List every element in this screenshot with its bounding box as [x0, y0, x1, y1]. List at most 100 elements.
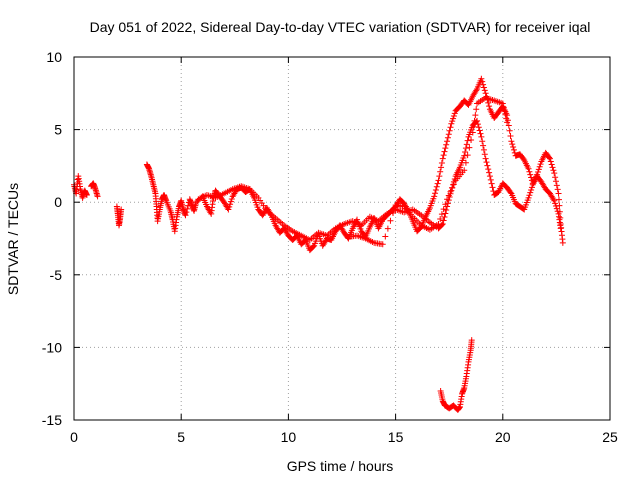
grid-layer: [74, 57, 610, 420]
data-point: [503, 115, 510, 122]
data-point: [502, 111, 509, 118]
data-point: [310, 243, 317, 250]
data-point: [449, 118, 456, 125]
data-point: [437, 216, 444, 223]
data-point: [510, 144, 517, 151]
data-point: [555, 196, 562, 203]
data-point: [444, 200, 451, 207]
data-point: [481, 151, 488, 158]
data-point: [552, 178, 559, 185]
data-point: [473, 87, 480, 94]
data-point: [436, 173, 443, 180]
data-point: [546, 154, 553, 161]
data-point: [466, 144, 473, 151]
data-point: [557, 225, 564, 232]
data-point: [485, 99, 492, 106]
data-point: [462, 159, 469, 166]
data-point: [508, 138, 515, 145]
data-point: [448, 120, 455, 127]
data-point: [439, 155, 446, 162]
data-point: [525, 165, 532, 172]
data-point: [463, 141, 470, 148]
data-point: [482, 155, 489, 162]
data-point: [226, 203, 233, 210]
data-point: [438, 164, 445, 171]
data-point: [444, 138, 451, 145]
data-point: [534, 168, 541, 175]
data-point: [537, 161, 544, 168]
data-point: [379, 241, 386, 248]
data-point: [461, 152, 468, 159]
data-point: [442, 145, 449, 152]
data-point: [433, 183, 440, 190]
x-tick-label: 15: [388, 429, 404, 445]
data-point: [527, 189, 534, 196]
data-point: [479, 78, 486, 85]
data-point: [488, 180, 495, 187]
data-point: [432, 190, 439, 197]
data-point: [185, 202, 192, 209]
data-point: [450, 112, 457, 119]
data-point: [481, 87, 488, 94]
y-tick-label: -5: [50, 267, 63, 283]
y-tick-label: 10: [46, 49, 62, 65]
data-point: [438, 221, 445, 228]
data-point: [526, 192, 533, 199]
data-point: [504, 119, 511, 126]
data-point: [506, 127, 513, 134]
data-point: [437, 168, 444, 175]
data-point: [536, 163, 543, 170]
data-point: [472, 112, 479, 119]
data-point: [487, 176, 494, 183]
data-point: [480, 142, 487, 149]
data-point: [546, 155, 553, 162]
x-tick-label: 10: [281, 429, 297, 445]
data-point: [448, 187, 455, 194]
data-point: [450, 115, 457, 122]
data-point: [471, 117, 478, 124]
data-point: [94, 193, 101, 200]
data-point: [447, 124, 454, 131]
data-point: [434, 180, 441, 187]
data-point: [501, 108, 508, 115]
data-point: [551, 170, 558, 177]
data-point: [478, 75, 485, 82]
data-point: [118, 206, 125, 213]
data-point: [474, 121, 481, 128]
data-point: [485, 166, 492, 173]
data-point: [552, 202, 559, 209]
data-point: [552, 200, 559, 207]
data-point: [440, 217, 447, 224]
data-point: [184, 205, 191, 212]
data-point: [470, 123, 477, 130]
data-point: [480, 84, 487, 91]
data-point: [449, 184, 456, 191]
data-point: [554, 208, 561, 215]
data-point: [432, 187, 439, 194]
data-point: [527, 171, 534, 178]
y-tick-label: -10: [42, 339, 62, 355]
data-point: [553, 182, 560, 189]
data-point: [505, 122, 512, 129]
data-point: [451, 110, 458, 117]
data-point: [450, 181, 457, 188]
x-tick-label: 5: [177, 429, 185, 445]
data-point: [510, 146, 517, 153]
data-point: [441, 214, 448, 221]
data-point: [553, 205, 560, 212]
data-point: [450, 181, 457, 188]
data-point: [462, 145, 469, 152]
data-point: [438, 211, 445, 218]
data-point: [440, 152, 447, 159]
data-point: [447, 188, 454, 195]
y-tick-label: 0: [54, 194, 62, 210]
data-point: [559, 239, 566, 246]
chart-title: Day 051 of 2022, Sidereal Day-to-day VTE…: [90, 19, 591, 35]
data-point: [528, 184, 535, 191]
data-point: [499, 100, 506, 107]
data-point: [464, 152, 471, 159]
y-tick-label: -15: [42, 412, 62, 428]
data-point: [551, 197, 558, 204]
data-point: [443, 141, 450, 148]
